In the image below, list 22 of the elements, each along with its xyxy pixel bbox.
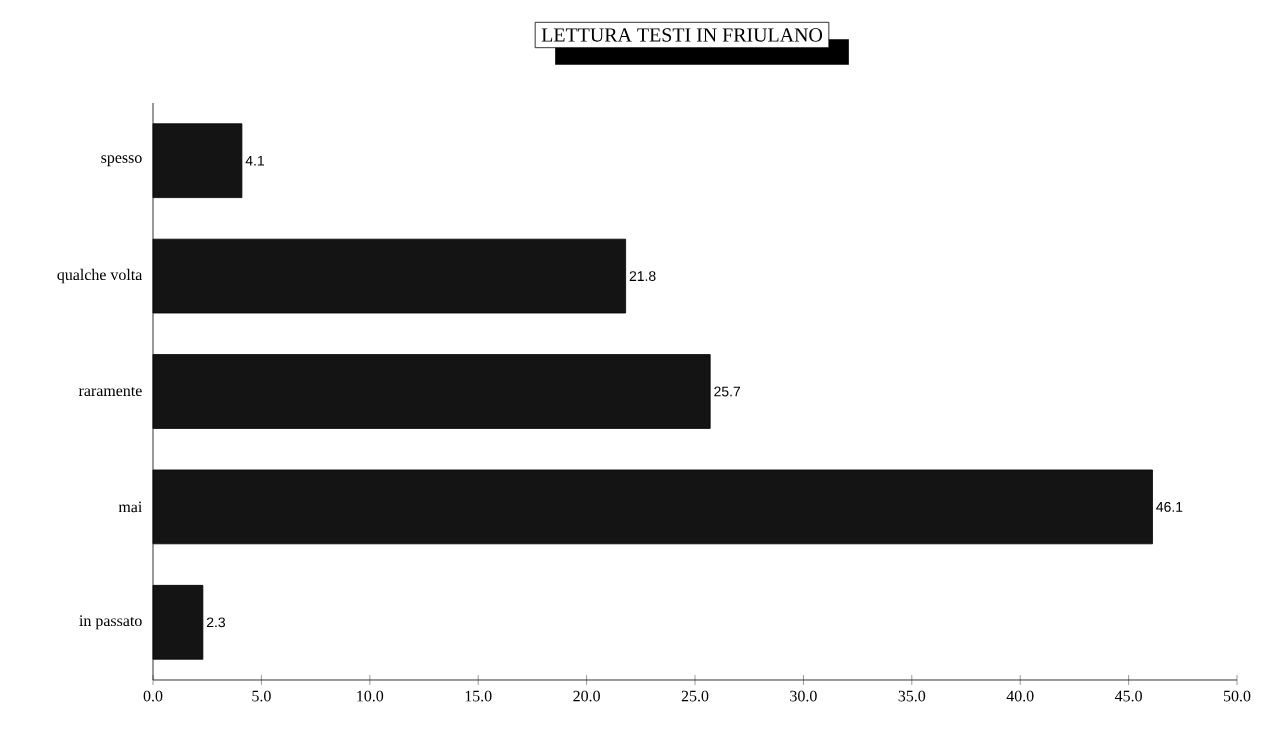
x-tick-label: 30.0 — [790, 690, 817, 702]
chart-title: LETTURA TESTI IN FRIULANO — [541, 28, 823, 42]
y-tick-label: mai — [118, 501, 142, 513]
x-tick-label: 35.0 — [898, 690, 926, 702]
x-tick-label: 45.0 — [1114, 690, 1142, 702]
data-label: 21.8 — [629, 271, 656, 282]
x-tick-label: 10.0 — [357, 690, 384, 702]
data-label: 46.1 — [1156, 501, 1183, 512]
y-tick-label: raramente — [78, 386, 142, 397]
data-label: 2.3 — [206, 617, 226, 628]
x-tick-label: 25.0 — [681, 690, 709, 702]
x-tick-label: 5.0 — [252, 690, 271, 702]
data-label: 25.7 — [714, 386, 741, 397]
x-tick-label: 50.0 — [1224, 690, 1251, 702]
y-tick-label: in passato — [79, 615, 142, 630]
x-tick-label: 20.0 — [573, 690, 600, 702]
x-tick-label: 40.0 — [1006, 690, 1034, 702]
x-tick-label: 15.0 — [465, 690, 492, 702]
y-tick-label: spesso — [101, 155, 142, 167]
data-label: 4.1 — [245, 155, 264, 166]
y-tick-label: qualche volta — [57, 268, 143, 284]
x-tick-label: 0.0 — [143, 690, 163, 702]
